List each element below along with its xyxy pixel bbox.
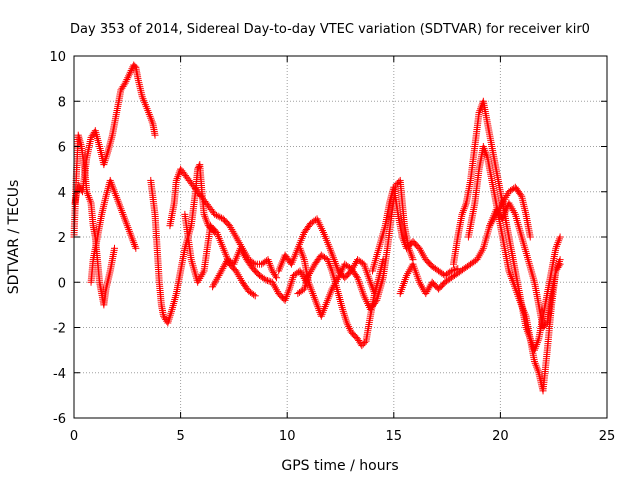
data-point [393, 179, 401, 187]
y-tick-label: -2 [53, 322, 66, 337]
data-point [265, 277, 273, 285]
data-point [131, 62, 139, 70]
data-point [215, 271, 223, 279]
y-tick-label: -6 [53, 412, 66, 427]
x-tick-label: 0 [70, 429, 78, 444]
y-tick-label: -4 [53, 367, 66, 382]
data-point [447, 267, 455, 275]
x-axis-ticks: 0 5 10 15 20 25 [70, 56, 615, 444]
y-tick-label: 2 [58, 231, 66, 246]
data-point [104, 149, 112, 157]
y-tick-label: 10 [49, 50, 66, 65]
data-point [221, 261, 229, 269]
data-point [217, 268, 225, 276]
y-tick-label: 6 [58, 141, 66, 156]
data-point [539, 324, 547, 331]
data-point [167, 307, 175, 315]
data-point [556, 260, 564, 268]
data-point [211, 210, 219, 218]
data-point [216, 213, 224, 221]
data-point [359, 340, 367, 348]
y-tick-label: 8 [58, 95, 66, 110]
data-point [251, 292, 259, 300]
x-tick-label: 20 [492, 429, 509, 444]
x-tick-label: 25 [599, 429, 616, 444]
data-point [122, 77, 130, 85]
data-point [218, 266, 226, 274]
data-point [271, 272, 279, 280]
data-point [339, 307, 347, 315]
y-axis-label: SDTVAR / TECUs [6, 180, 22, 295]
data-point [125, 70, 133, 78]
data-point [132, 244, 140, 252]
data-point [341, 313, 349, 321]
data-point [214, 212, 222, 220]
data-point [123, 76, 131, 84]
data-point [449, 266, 457, 274]
x-tick-label: 10 [279, 429, 296, 444]
chart-title: Day 353 of 2014, Sidereal Day-to-day VTE… [70, 22, 590, 37]
data-point [555, 262, 563, 270]
y-tick-label: 4 [58, 186, 66, 201]
data-point [517, 191, 525, 199]
data-point [216, 270, 224, 278]
data-point [273, 274, 281, 282]
data-point [212, 211, 220, 219]
data-point [121, 79, 129, 87]
data-point [126, 68, 134, 76]
data-point [358, 342, 366, 350]
x-tick-label: 5 [176, 429, 184, 444]
data-point [263, 277, 271, 285]
data-point [127, 66, 135, 74]
data-point [250, 291, 258, 299]
data-point [343, 319, 351, 327]
data-point [344, 321, 352, 329]
data-point [167, 309, 175, 317]
data-point [219, 264, 227, 272]
data-point [540, 322, 548, 330]
data-point [372, 298, 380, 306]
x-axis-label: GPS time / hours [281, 458, 398, 474]
data-point [352, 272, 360, 280]
data-point [125, 72, 133, 80]
data-point [262, 276, 270, 284]
data-point [446, 268, 454, 276]
data-point [340, 309, 348, 317]
data-point [340, 311, 348, 319]
data-point [287, 279, 295, 287]
data-point [526, 233, 534, 241]
y-axis-ticks: -6 -4 -2 0 2 4 6 8 10 [49, 50, 607, 427]
data-point [220, 263, 228, 271]
data-point [556, 233, 564, 241]
data-point [542, 320, 550, 328]
data-point [345, 323, 353, 331]
data-point [124, 74, 132, 82]
data-point [361, 339, 369, 347]
data-point [260, 275, 268, 283]
data-point [111, 244, 119, 252]
data-point [345, 324, 353, 332]
data-point [151, 131, 159, 139]
data-markers [70, 61, 564, 395]
data-point [288, 277, 296, 285]
data-point [120, 81, 128, 89]
y-tick-label: 0 [58, 276, 66, 291]
x-tick-label: 15 [386, 429, 403, 444]
